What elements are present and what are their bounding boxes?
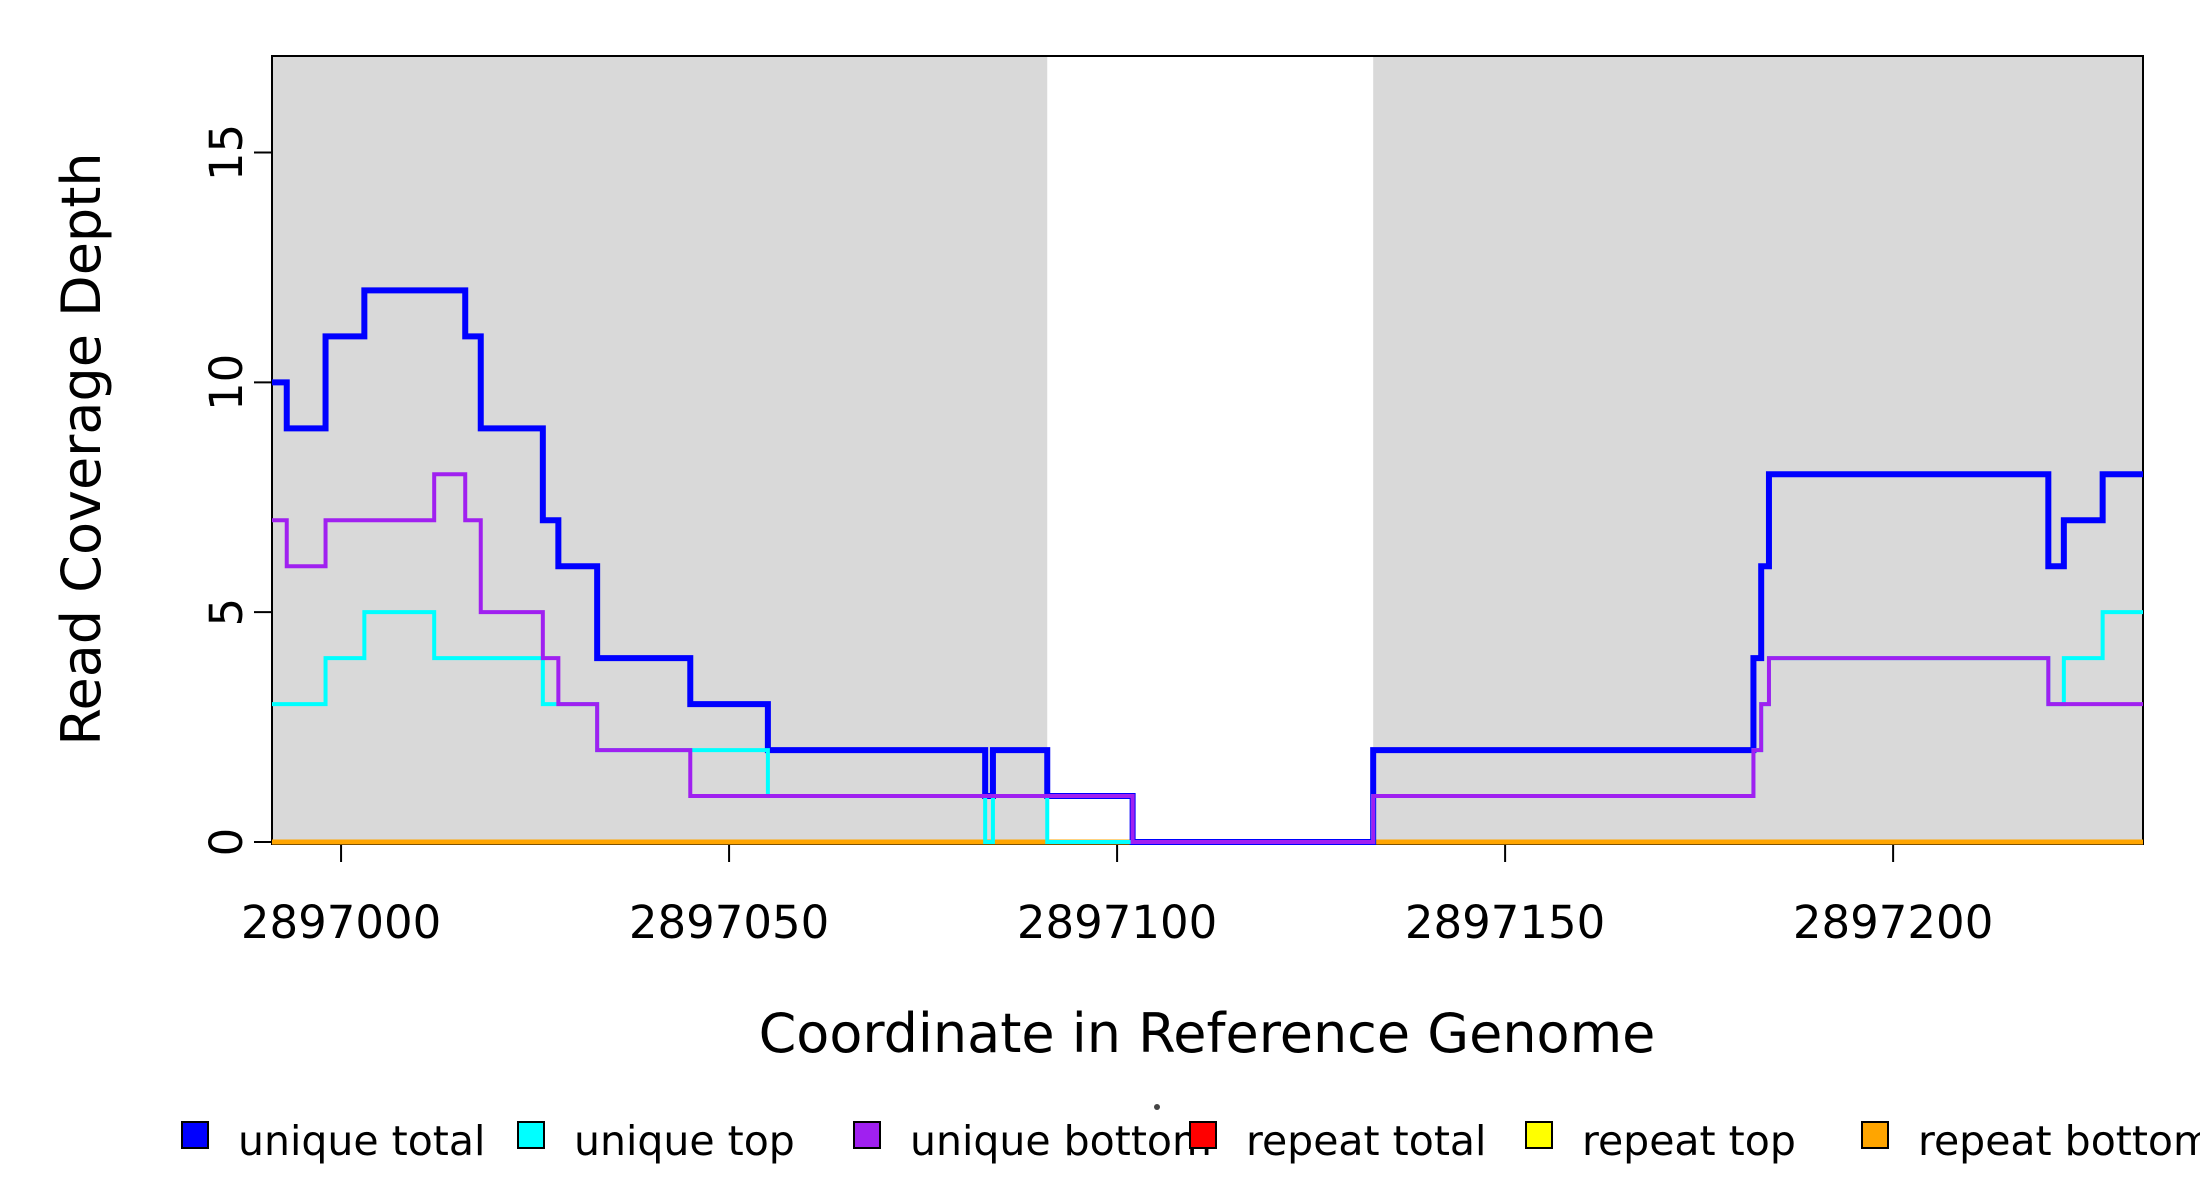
x-tick-label: 2897000 <box>241 896 441 949</box>
x-tick-label: 2897100 <box>1017 896 1217 949</box>
legend-label-unique-top: unique top <box>574 1117 795 1165</box>
legend-swatch-repeat-bottom <box>1861 1121 1889 1149</box>
legend-label-unique-total: unique total <box>238 1117 485 1165</box>
x-axis-title: Coordinate in Reference Genome <box>759 1002 1656 1065</box>
legend-label-repeat-bottom: repeat bottom <box>1918 1117 2200 1165</box>
legend: unique total unique top unique bottom repea… <box>181 1117 2200 1165</box>
legend-swatch-unique-top <box>517 1121 545 1149</box>
series-line-unique-bottom <box>272 472 2143 844</box>
y-tick-label: 0 <box>200 828 253 857</box>
legend-swatch-unique-bottom <box>853 1121 881 1149</box>
x-tick-label: 2897050 <box>629 896 829 949</box>
legend-label-repeat-top: repeat top <box>1582 1117 1796 1165</box>
legend-item-repeat-bottom: repeat bottom <box>1861 1117 2200 1165</box>
series-line-unique-total <box>272 287 2143 845</box>
stray-mark <box>1154 1104 1160 1110</box>
legend-label-repeat-total: repeat total <box>1246 1117 1486 1165</box>
x-tick-label: 2897150 <box>1405 896 1605 949</box>
y-tick-label: 15 <box>200 124 253 181</box>
legend-item-unique-bottom: unique bottom <box>853 1117 1212 1165</box>
axis-ticks: 2897000 2897050 2897100 2897150 2897200 0 5 10 1… <box>200 124 1993 949</box>
y-axis-title: Read Coverage Depth <box>50 152 113 745</box>
aligned-band-left <box>272 56 1048 844</box>
x-tick-label: 2897200 <box>1793 896 1993 949</box>
y-tick-label: 5 <box>200 598 253 627</box>
legend-label-unique-bottom: unique bottom <box>910 1117 1212 1165</box>
series-lines <box>272 287 2143 845</box>
y-tick-label: 10 <box>200 354 253 411</box>
aligned-band-right <box>1373 56 2143 844</box>
legend-swatch-unique-total <box>181 1121 209 1149</box>
aligned-region-bands <box>272 56 2143 844</box>
legend-item-unique-total: unique total <box>181 1117 485 1165</box>
legend-item-unique-top: unique top <box>517 1117 795 1165</box>
legend-item-repeat-top: repeat top <box>1525 1117 1796 1165</box>
legend-swatch-repeat-total <box>1189 1121 1217 1149</box>
legend-swatch-repeat-top <box>1525 1121 1553 1149</box>
legend-item-repeat-total: repeat total <box>1189 1117 1486 1165</box>
